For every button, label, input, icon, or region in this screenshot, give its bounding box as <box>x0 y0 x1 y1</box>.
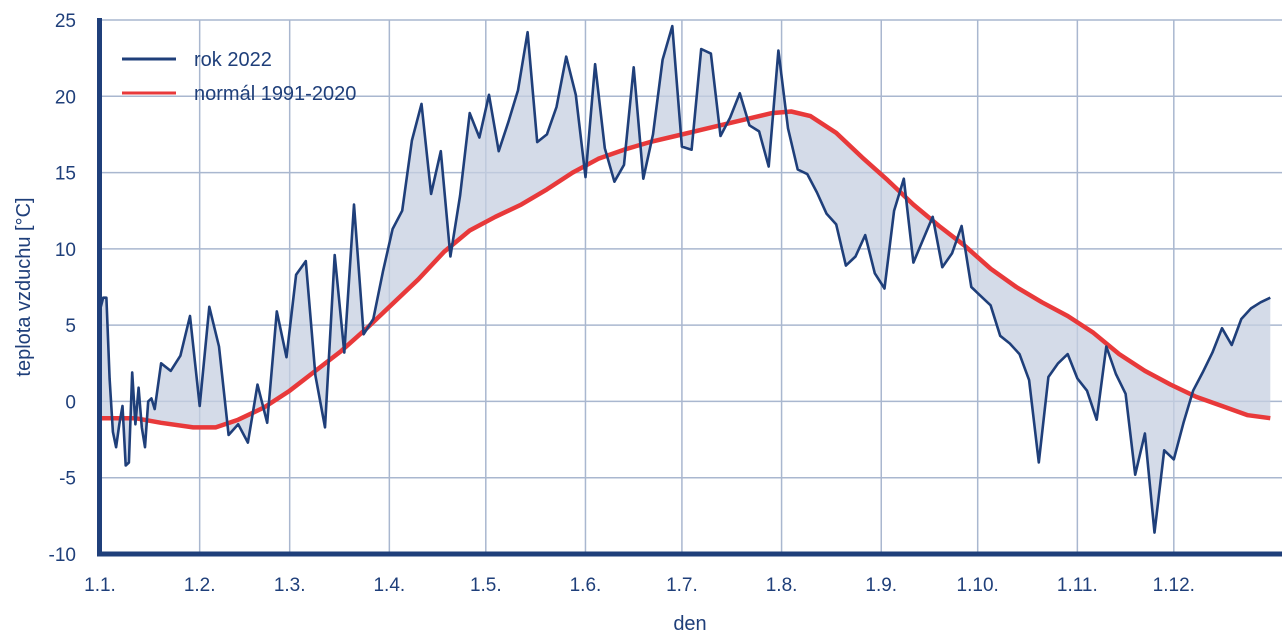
series-line-rok-2022 <box>98 24 1271 534</box>
y-tick-label: -5 <box>59 469 76 490</box>
x-tick-label: 1.5. <box>470 575 502 596</box>
x-tick-label: 1.7. <box>666 575 698 596</box>
x-tick-label: 1.3. <box>274 575 306 596</box>
y-tick-label: -10 <box>49 545 76 566</box>
series-line-normal-1991-2020 <box>100 109 1271 430</box>
legend-label-normal: normál 1991-2020 <box>194 83 356 105</box>
y-tick-label: 25 <box>55 11 76 32</box>
x-tick-label: 1.11. <box>1057 575 1098 596</box>
legend: rok 2022 normál 1991-2020 <box>122 49 356 105</box>
y-tick-labels: -10 -5 0 5 10 15 20 25 <box>49 11 76 566</box>
x-tick-label: 1.9. <box>865 575 897 596</box>
y-tick-label: 10 <box>55 240 76 261</box>
x-tick-label: 1.12. <box>1153 575 1195 596</box>
axes <box>97 18 1282 557</box>
x-tick-labels: 1.1. 1.2. 1.3. 1.4. 1.5. 1.6. 1.7. 1.8. 1.9. 1.10… <box>84 575 1195 596</box>
x-tick-label: 1.10. <box>957 575 999 596</box>
y-tick-label: 0 <box>65 392 76 413</box>
legend-label-rok-2022: rok 2022 <box>194 49 272 71</box>
y-tick-label: 15 <box>55 164 76 185</box>
x-tick-label: 1.4. <box>373 575 405 596</box>
x-tick-label: 1.6. <box>570 575 602 596</box>
x-tick-label: 1.1. <box>84 575 116 596</box>
y-axis-title: teplota vzduchu [°C] <box>13 197 35 376</box>
x-tick-label: 1.2. <box>184 575 216 596</box>
y-tick-label: 5 <box>65 316 76 337</box>
y-tick-label: 20 <box>55 87 76 108</box>
x-tick-label: 1.8. <box>766 575 798 596</box>
x-axis-title: den <box>673 613 706 635</box>
